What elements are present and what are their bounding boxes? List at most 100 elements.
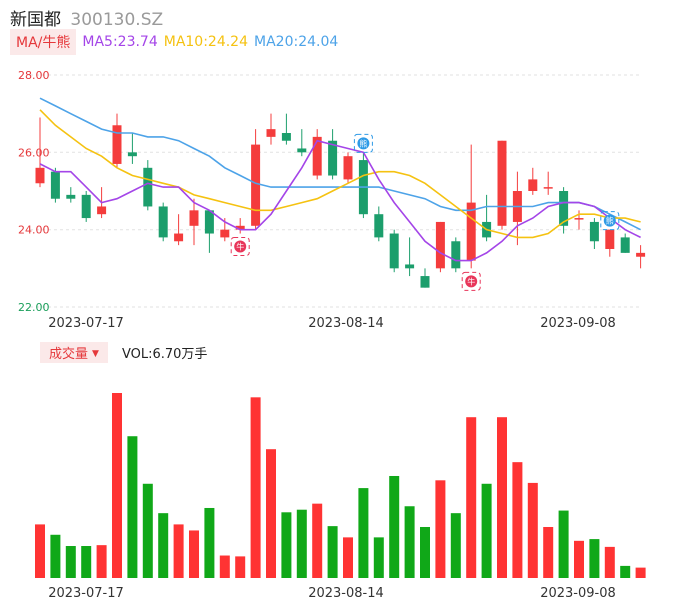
volume-indicator-dropdown[interactable]: 成交量 ▼ xyxy=(40,341,108,363)
volume-bar xyxy=(327,526,338,578)
moving-averages xyxy=(39,97,641,262)
volume-bar xyxy=(604,546,615,578)
candle-body xyxy=(574,218,584,220)
candle-body xyxy=(235,225,245,230)
candle xyxy=(620,233,630,253)
candle-body xyxy=(636,252,646,257)
bull-signal-icon: 牛 xyxy=(461,271,481,291)
candle-body xyxy=(605,229,615,249)
volume-bars xyxy=(35,393,646,578)
candle-body xyxy=(281,133,291,141)
volume-time-axis: 2023-07-17 2023-08-14 2023-09-08 xyxy=(48,586,616,601)
candle xyxy=(559,187,569,234)
signal-label: 牛 xyxy=(236,242,244,252)
volume-bar xyxy=(65,546,76,578)
ma5-label: MA5:23.74 xyxy=(82,34,158,50)
candle-body xyxy=(374,214,384,238)
y-tick-label: 28.00 xyxy=(18,69,50,82)
signal-label: 牛 xyxy=(467,276,475,286)
volume-bar xyxy=(450,513,461,578)
bear-signal-icon: 熊 xyxy=(600,211,620,231)
candle xyxy=(281,113,291,145)
candle-body xyxy=(420,276,430,288)
candle xyxy=(636,245,646,269)
volume-bar xyxy=(527,482,538,578)
volume-bar xyxy=(435,480,446,578)
volume-bar xyxy=(481,483,492,578)
volume-legend: 成交量 ▼ VOL:6.70万手 xyxy=(40,341,208,363)
candle xyxy=(112,113,122,168)
candle xyxy=(235,218,245,234)
signal-frame xyxy=(600,211,620,231)
candle-body xyxy=(127,152,137,157)
candle xyxy=(358,152,368,219)
candle-body xyxy=(559,191,569,226)
candle-body xyxy=(435,221,445,269)
candle xyxy=(158,202,168,242)
candle xyxy=(543,171,553,195)
signal-label: 熊 xyxy=(606,216,614,226)
candle-body xyxy=(297,148,307,153)
candle-body xyxy=(204,210,214,234)
candle-body xyxy=(620,237,630,253)
volume-bar xyxy=(189,530,199,578)
candle xyxy=(451,237,461,273)
candle xyxy=(405,237,415,277)
candle xyxy=(605,229,615,257)
volume-bar xyxy=(373,537,384,578)
candle xyxy=(466,144,476,269)
candle xyxy=(420,268,430,288)
x-tick-label: 2023-09-08 xyxy=(540,316,616,331)
candle-body xyxy=(497,140,507,226)
volume-bar xyxy=(404,506,415,578)
signal-dot xyxy=(234,240,247,253)
candle xyxy=(343,152,353,184)
volume-bar xyxy=(127,436,138,578)
volume-bar xyxy=(620,565,631,578)
bear-signal-icon: 熊 xyxy=(353,133,373,153)
candle-body xyxy=(343,156,353,180)
candle-body xyxy=(174,233,184,242)
volume-bar xyxy=(96,545,107,578)
volume-bar xyxy=(173,524,184,578)
stock-code: 300130.SZ xyxy=(70,10,164,30)
volume-bar xyxy=(574,540,584,578)
candle-body xyxy=(543,187,553,189)
volume-value: VOL:6.70万手 xyxy=(121,346,208,362)
candle-body xyxy=(35,167,45,184)
candle-body xyxy=(312,136,322,176)
candle-body xyxy=(143,167,153,207)
ma20-line xyxy=(39,97,641,231)
x-tick-label: 2023-07-17 xyxy=(48,316,124,331)
y-tick-label: 26.00 xyxy=(18,146,50,159)
candle xyxy=(143,160,153,211)
ma5-line xyxy=(39,139,641,262)
volume-bar xyxy=(235,556,246,578)
candle-body xyxy=(389,233,399,269)
candle xyxy=(266,113,276,145)
volume-bar xyxy=(543,526,554,578)
x-tick-label: 2023-07-17 xyxy=(48,586,124,601)
signal-frame xyxy=(353,133,373,153)
volume-bar xyxy=(420,526,430,578)
bull-bear-signals: 牛 熊牛 熊 xyxy=(230,133,620,291)
candle xyxy=(174,214,184,246)
volume-bar xyxy=(281,512,292,578)
volume-bar xyxy=(589,539,600,578)
candle-body xyxy=(405,264,415,269)
ma-toggle-button[interactable]: MA/牛熊 xyxy=(10,29,77,55)
candle xyxy=(204,210,214,253)
candle-body xyxy=(251,144,261,226)
candle-body xyxy=(328,140,338,176)
volume-bar xyxy=(635,567,646,578)
x-tick-label: 2023-08-14 xyxy=(308,586,384,601)
signal-label: 熊 xyxy=(359,138,367,148)
candle xyxy=(312,129,322,180)
volume-bar xyxy=(50,534,61,578)
candle-body xyxy=(528,179,538,191)
volume-bar xyxy=(158,513,169,578)
price-time-axis: 2023-07-17 2023-08-14 2023-09-08 xyxy=(48,316,616,331)
candle xyxy=(482,194,492,242)
signal-dot xyxy=(465,275,478,288)
